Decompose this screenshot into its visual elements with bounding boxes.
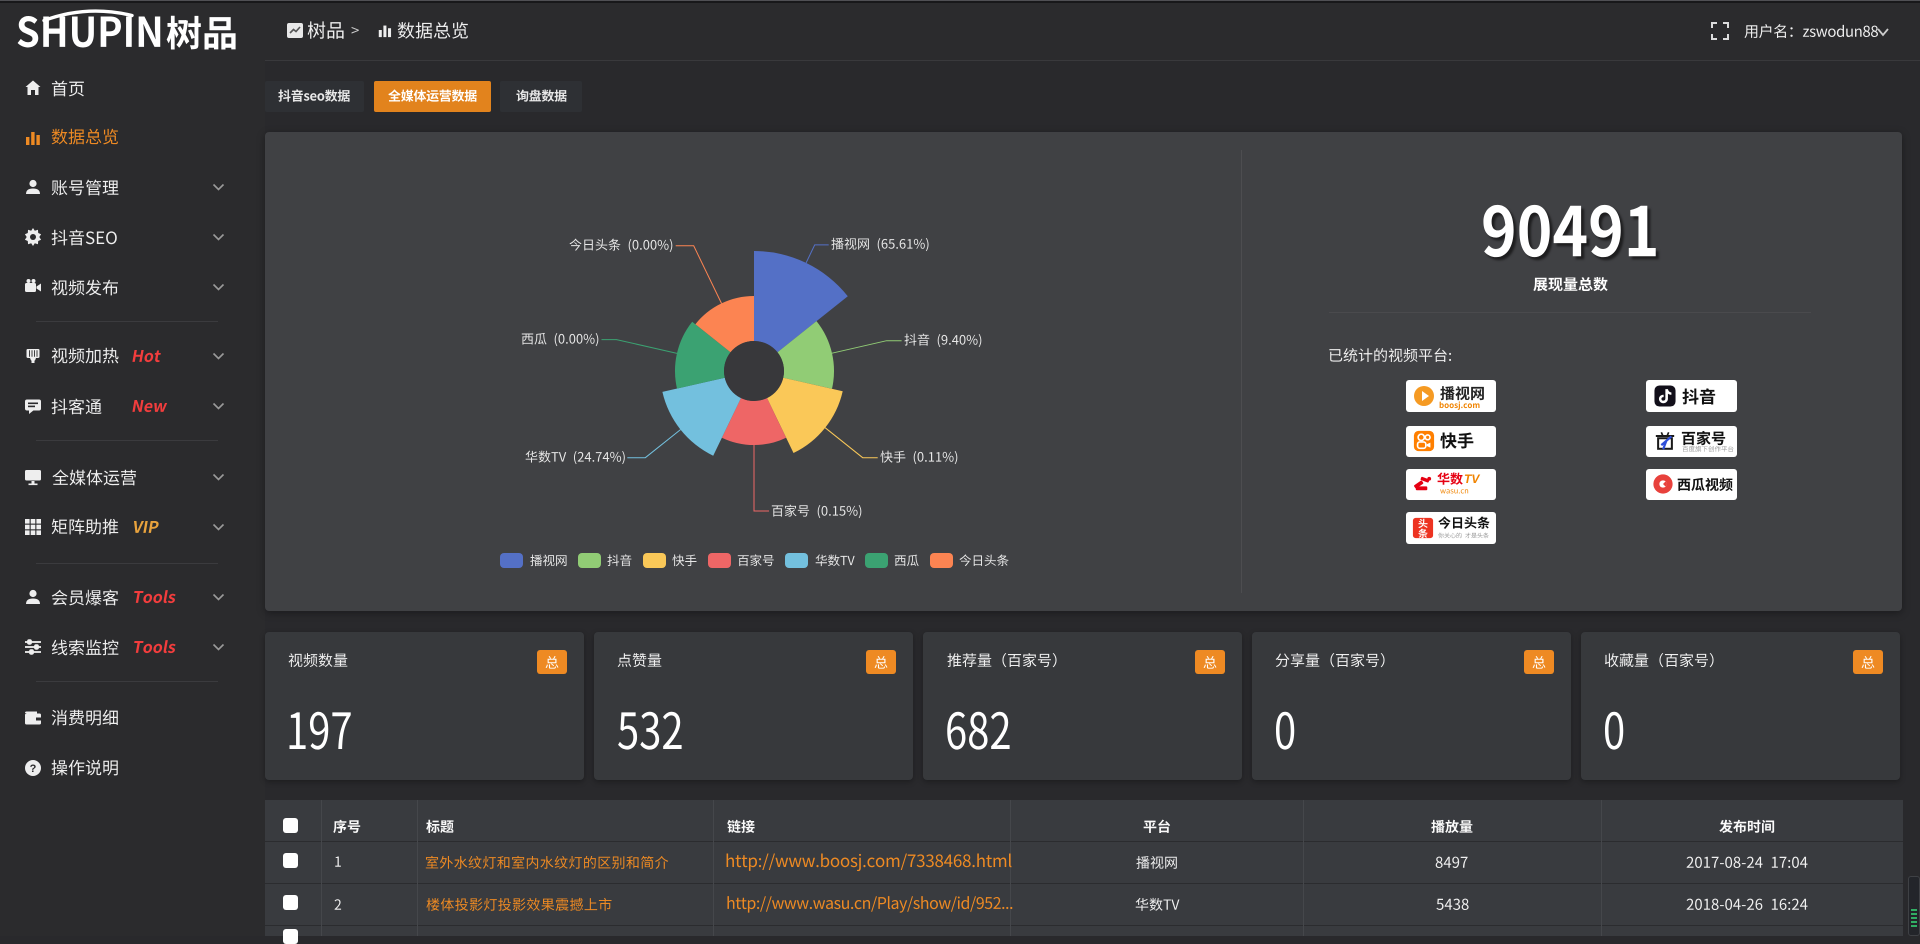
svg-text:TV: TV bbox=[1464, 472, 1480, 486]
svg-text:?: ? bbox=[30, 763, 37, 775]
